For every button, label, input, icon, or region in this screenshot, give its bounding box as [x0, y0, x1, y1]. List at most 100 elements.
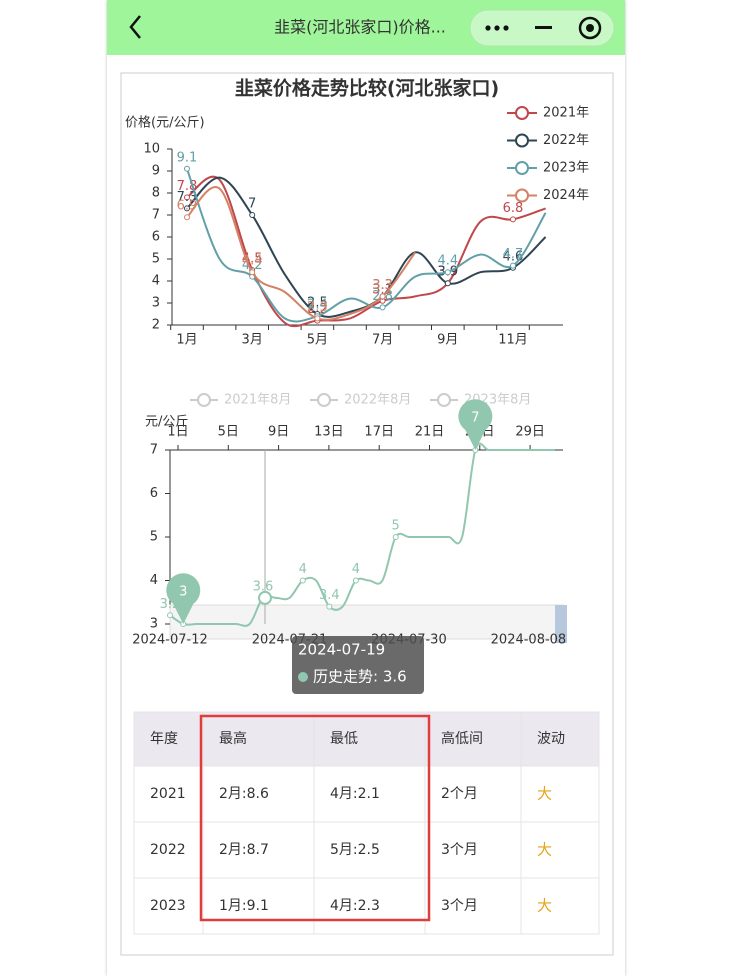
mark-pin-label: 7 — [471, 411, 479, 426]
data-label: 7.3 — [177, 190, 198, 205]
series-line — [169, 442, 555, 627]
data-label: 6.9 — [177, 199, 198, 214]
series-line — [186, 176, 547, 318]
legend-marker — [197, 393, 211, 407]
table-cell-text: 2022 — [150, 842, 186, 858]
x-tick-label: 2024-07-12 — [132, 633, 208, 648]
mark-pin — [166, 573, 201, 624]
series-line — [186, 168, 547, 323]
y-tick-label: 5 — [150, 530, 158, 545]
point — [392, 534, 399, 540]
table-cell — [520, 821, 600, 879]
data-label: 7 — [248, 197, 256, 212]
top-axis-label: 5日 — [218, 425, 239, 440]
zoom-handle[interactable] — [555, 605, 567, 643]
point — [249, 269, 256, 276]
top-axis-label: 17日 — [364, 425, 394, 440]
y-tick-label: 2 — [152, 318, 160, 333]
table-cell-text: 3个月 — [441, 842, 478, 858]
tooltip — [292, 636, 424, 694]
legend-label: 2023年 — [543, 161, 589, 176]
point — [314, 315, 321, 322]
data-label: 3.1 — [372, 282, 393, 297]
legend-marker — [515, 161, 529, 175]
table-cell-text: 4月:2.1 — [330, 786, 380, 802]
point — [249, 212, 256, 218]
y-tick-label: 8 — [152, 186, 160, 201]
legend-marker — [515, 133, 529, 148]
point — [510, 216, 516, 223]
chart-title: 韭菜价格走势比较(河北张家口) — [235, 77, 499, 100]
legend-label: 2024年 — [543, 188, 589, 203]
point — [326, 603, 333, 610]
data-label: 4 — [352, 562, 360, 577]
y-tick-label: 4 — [152, 274, 160, 289]
point — [379, 304, 386, 311]
series-line — [186, 175, 546, 328]
data-label: 4.7 — [503, 247, 524, 262]
table-cell-text: 大 — [537, 897, 552, 915]
legend-label: 2021年8月 — [224, 393, 291, 408]
table-header: 最低 — [330, 731, 358, 747]
x-tick-label: 2024-08-08 — [491, 633, 567, 648]
table-cell-text: 2月:8.7 — [219, 842, 269, 858]
highlight-box — [199, 714, 431, 922]
x-tick-label: 3月 — [242, 333, 263, 348]
series-line — [186, 186, 417, 321]
point — [352, 577, 359, 584]
content-card — [120, 72, 614, 956]
phone-frame — [107, 0, 625, 976]
table-header: 最高 — [219, 730, 247, 747]
tooltip-date: 2024-07-19 — [298, 641, 385, 659]
header-title: 韭菜(河北张家口)价格... — [274, 18, 446, 37]
mark-pin-label: 3 — [179, 585, 187, 600]
mark-pin — [458, 399, 493, 450]
data-label: 2.4 — [307, 298, 328, 313]
data-label: 3.3 — [372, 278, 393, 293]
table-header-bg — [134, 712, 599, 766]
data-label: 9.1 — [177, 150, 198, 165]
y-tick-label: 7 — [150, 443, 158, 458]
y-axis-label-2: 元/公斤 — [145, 415, 188, 430]
top-axis-label: 29日 — [515, 425, 545, 440]
table-header: 年度 — [150, 731, 178, 747]
table-header: 高低间 — [441, 730, 483, 747]
point — [184, 165, 190, 172]
table-cell-text: 大 — [537, 841, 552, 859]
table-cell-text: 2023 — [150, 898, 186, 914]
zoom-slider[interactable] — [169, 604, 564, 640]
table-cell-text: 5月:2.5 — [330, 842, 380, 858]
minimize-button[interactable] — [535, 26, 552, 29]
data-label: 2.5 — [307, 296, 328, 311]
table-cell — [520, 765, 600, 823]
y-tick-label: 10 — [143, 142, 160, 157]
data-label: 3.4 — [319, 588, 340, 603]
data-label: 5 — [392, 519, 400, 534]
table-cell-text: 3个月 — [441, 898, 478, 914]
legend-label: 2021年 — [543, 106, 589, 121]
legend-label: 2022年 — [543, 133, 589, 148]
data-label: 4 — [299, 562, 307, 577]
point — [184, 205, 190, 212]
more-button[interactable] — [485, 25, 509, 31]
point — [444, 269, 451, 276]
table-cell-text: 大 — [537, 785, 552, 803]
point — [184, 194, 190, 201]
tooltip-point — [258, 590, 272, 605]
table-cell-text: 2个月 — [441, 786, 478, 802]
x-tick-label: 7月 — [372, 333, 393, 348]
tooltip-text: 历史走势: 3.6 — [313, 668, 407, 686]
point — [184, 214, 190, 221]
table-cell — [520, 877, 600, 935]
y-tick-label: 3 — [152, 296, 160, 311]
back-button[interactable] — [129, 15, 141, 39]
y-tick-label: 3 — [150, 617, 158, 632]
point — [379, 293, 386, 300]
close-button[interactable] — [578, 16, 602, 40]
x-tick-label: 5月 — [307, 333, 328, 348]
top-axis-label: 1日 — [167, 425, 188, 440]
tooltip-dot — [298, 672, 308, 682]
point — [167, 612, 173, 619]
data-label: 3.6 — [253, 579, 274, 594]
